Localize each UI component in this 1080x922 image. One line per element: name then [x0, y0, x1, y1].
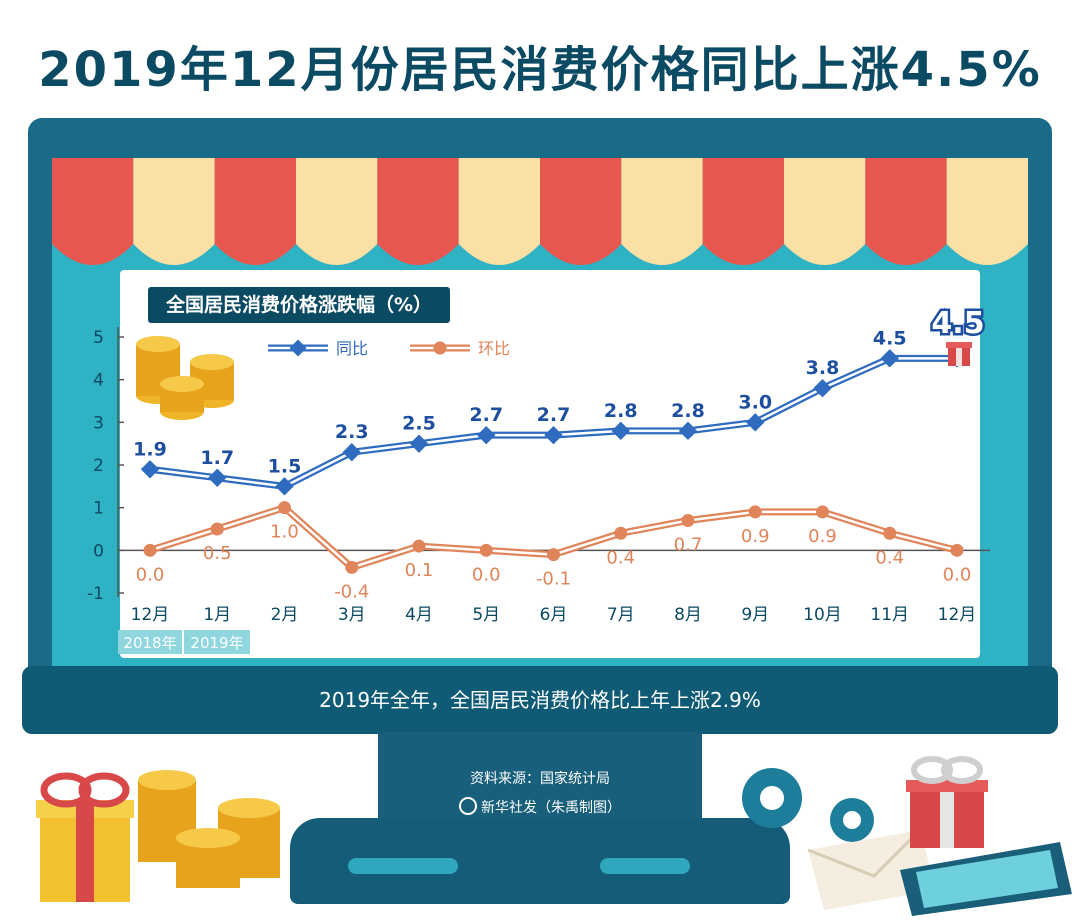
stand-slot — [348, 858, 458, 874]
awning-stripe — [702, 158, 784, 265]
chart-panel — [120, 270, 980, 658]
awning-stripe — [52, 158, 134, 265]
awning-stripe — [214, 158, 296, 265]
gift-box-small-icon — [906, 756, 988, 848]
coins-icon — [138, 770, 280, 888]
awning-stripe — [458, 158, 540, 265]
stand-slot — [600, 858, 690, 874]
awning-stripe — [296, 158, 378, 265]
xinhua-logo-icon — [459, 797, 477, 815]
monitor-screen — [52, 158, 1028, 666]
data-source: 资料来源：国家统计局 — [470, 771, 610, 787]
envelope-icon — [807, 828, 936, 910]
chart-title: 全国居民消费价格涨跌幅（%） — [148, 287, 451, 323]
monitor-neck — [378, 732, 702, 822]
awning-stripe — [784, 158, 866, 265]
awning-stripe — [621, 158, 703, 265]
awning-stripe — [865, 158, 947, 265]
smartphone-icon — [900, 842, 1072, 916]
annual-summary: 2019年全年，全国居民消费价格比上年上涨2.9% — [319, 688, 761, 712]
awning-stripe — [377, 158, 459, 265]
awning-stripe — [946, 158, 1028, 265]
credit-line: 新华社发（朱禹制图） — [378, 797, 702, 817]
credit-text: 新华社发（朱禹制图） — [481, 800, 621, 816]
page-title: 2019年12月份居民消费价格同比上涨4.5% — [38, 42, 1042, 98]
gift-box-icon — [36, 772, 134, 902]
awning-decoration — [52, 158, 1028, 265]
monitor-bottom-bar — [22, 666, 1058, 734]
awning-stripe — [133, 158, 215, 265]
awning-stripe — [540, 158, 622, 265]
